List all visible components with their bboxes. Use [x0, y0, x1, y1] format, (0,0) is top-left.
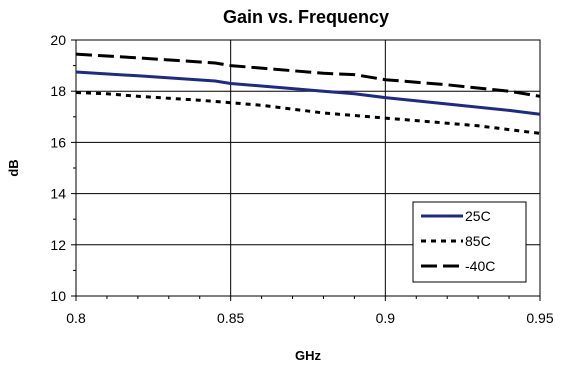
y-axis-label: dB [6, 159, 21, 176]
series-line--40C [75, 52, 541, 98]
series-line-85C [75, 91, 541, 135]
series-lines [75, 52, 541, 135]
y-tick-label: 18 [50, 83, 66, 99]
legend-label: -40C [465, 258, 495, 274]
legend-label: 85C [465, 233, 491, 249]
x-tick-label: 0.9 [376, 310, 396, 326]
axis-ticks: 10 12 14 16 18 20 0.8 0.85 0.9 0.95 [50, 32, 553, 326]
x-tick-label: 0.85 [217, 310, 244, 326]
y-tick-label: 16 [50, 134, 66, 150]
y-tick-label: 20 [50, 32, 66, 48]
x-tick-label: 0.8 [66, 310, 86, 326]
y-tick-label: 10 [50, 288, 66, 304]
legend-label: 25C [465, 208, 491, 224]
y-tick-label: 12 [50, 237, 66, 253]
y-tick-label: 14 [50, 186, 66, 202]
x-tick-label: 0.95 [526, 310, 553, 326]
chart-title: Gain vs. Frequency [223, 7, 389, 27]
legend: 25C 85C -40C [412, 201, 527, 283]
x-axis-label: GHz [295, 348, 322, 363]
series-line-25C [75, 70, 541, 116]
